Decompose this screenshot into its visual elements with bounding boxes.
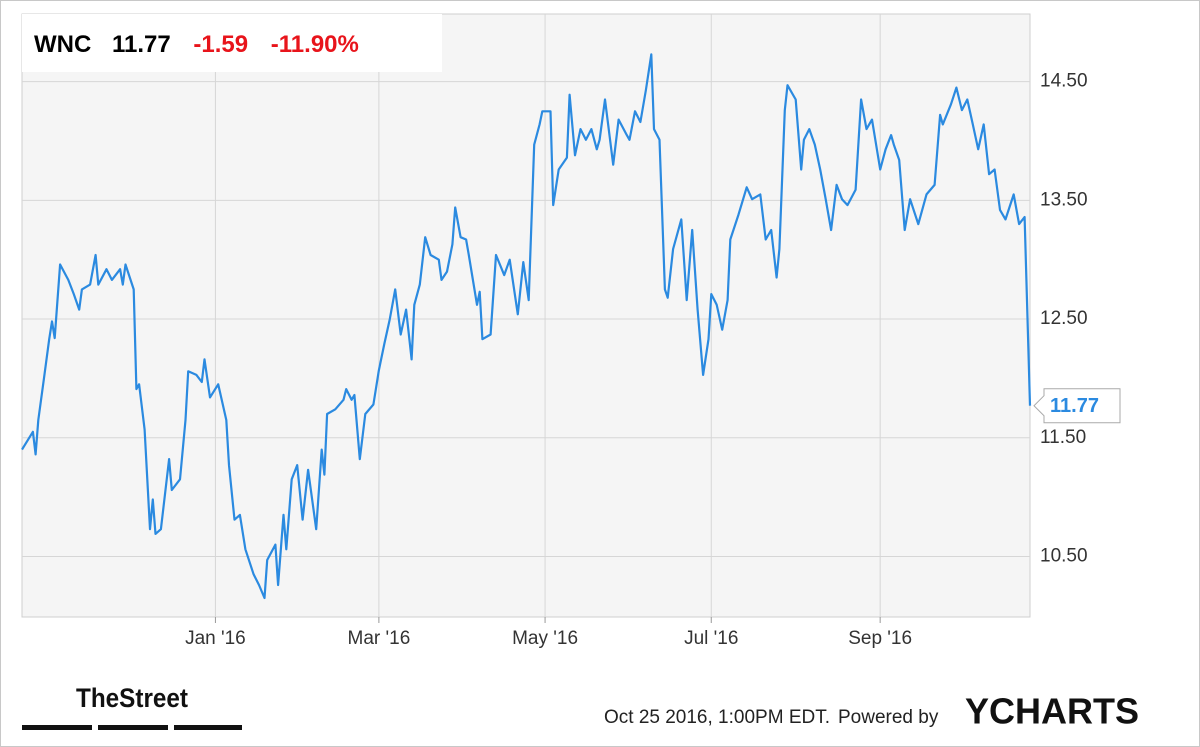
y-tick-label: 13.50 (1040, 189, 1088, 210)
change: -1.59 (193, 31, 248, 58)
brand-bar (22, 725, 92, 730)
x-tick-label: Jul '16 (684, 628, 738, 649)
x-tick-label: Jan '16 (185, 628, 246, 649)
plot-area (21, 13, 1031, 618)
y-tick-label: 10.50 (1040, 545, 1088, 566)
price: 11.77 (112, 31, 171, 58)
timestamp: Oct 25 2016, 1:00PM EDT. (604, 707, 830, 728)
last-value-label: 11.77 (1050, 395, 1099, 417)
x-tick-label: Mar '16 (348, 628, 411, 649)
price-line (21, 53, 1032, 600)
brand-bar (174, 725, 242, 730)
y-tick-label: 12.50 (1040, 308, 1088, 329)
brand: TheStreet (76, 683, 188, 713)
x-tick-label: May '16 (512, 628, 578, 649)
x-tick-label: Sep '16 (848, 628, 912, 649)
provider: YCHARTS (965, 691, 1139, 732)
brand-bar (98, 725, 168, 730)
powered-by: Powered by (838, 707, 939, 728)
header: WNC 11.77 -1.59 -11.90% (34, 31, 359, 58)
symbol: WNC (34, 31, 91, 58)
y-tick-label: 14.50 (1040, 71, 1088, 92)
header-box (22, 14, 442, 72)
last-value-callout (1033, 388, 1121, 424)
y-tick-label: 11.50 (1040, 427, 1086, 448)
change-pct: -11.90% (271, 31, 359, 58)
